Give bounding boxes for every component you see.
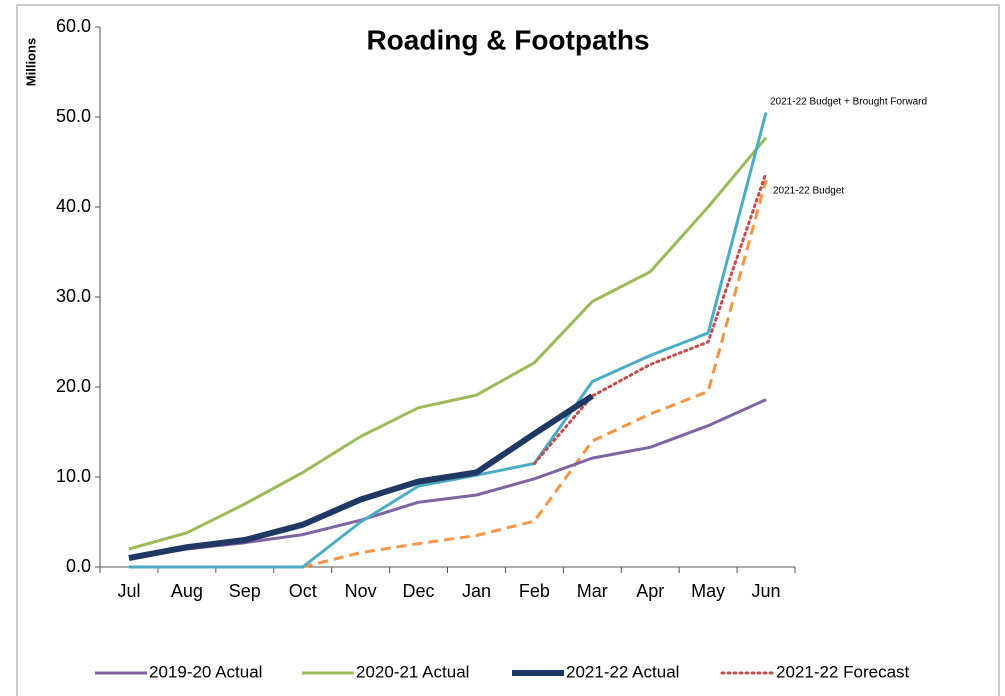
y-tick-label: 0.0	[66, 556, 91, 576]
series-line	[532, 171, 768, 465]
x-tick-label: Oct	[289, 581, 317, 601]
x-tick-label: Apr	[636, 581, 664, 601]
x-tick-label: Sep	[229, 581, 261, 601]
x-tick-label: Jun	[752, 581, 781, 601]
series-line	[128, 136, 768, 551]
legend-label: 2021-22 Forecast	[776, 662, 910, 681]
y-tick-label: 60.0	[56, 16, 91, 36]
line-end-label: 2021-22 Budget	[773, 186, 844, 197]
x-tick-label: Aug	[171, 581, 203, 601]
chart-border	[16, 4, 1000, 696]
series-line	[128, 393, 594, 561]
x-tick-label: Feb	[519, 581, 550, 601]
y-tick-label: 30.0	[56, 286, 91, 306]
legend-label: 2021-22 Actual	[566, 662, 679, 681]
y-tick-label: 10.0	[56, 466, 91, 486]
x-tick-label: Nov	[345, 581, 377, 601]
series-line	[128, 112, 768, 569]
chart-title: Roading & Footpaths	[366, 24, 649, 55]
x-tick-label: Jan	[462, 581, 491, 601]
legend-label: 2019-20 Actual	[149, 662, 262, 681]
x-tick-label: Mar	[577, 581, 608, 601]
x-tick-label: May	[691, 581, 725, 601]
x-tick-label: Jul	[117, 581, 140, 601]
series-line	[302, 179, 768, 569]
y-tick-label: 40.0	[56, 196, 91, 216]
line-end-label: 2021-22 Budget + Brought Forward	[770, 97, 927, 108]
y-tick-label: 50.0	[56, 106, 91, 126]
x-tick-label: Dec	[403, 581, 435, 601]
y-axis-label: Millions	[23, 38, 38, 86]
y-tick-label: 20.0	[56, 376, 91, 396]
legend-label: 2020-21 Actual	[356, 662, 469, 681]
